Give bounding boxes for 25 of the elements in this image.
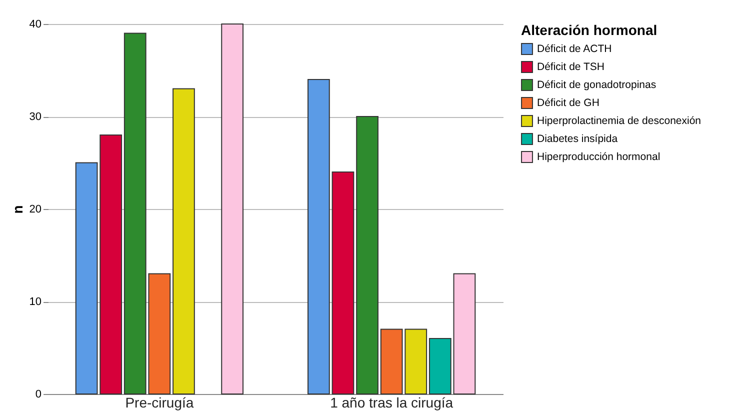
legend-label: Déficit de ACTH bbox=[537, 43, 612, 55]
x-tick-label: 1 año tras la cirugía bbox=[330, 394, 454, 410]
bar bbox=[172, 88, 195, 394]
bar bbox=[332, 172, 354, 394]
y-tick-label: 30 bbox=[29, 111, 42, 123]
legend-label: Déficit de gonadotropinas bbox=[537, 79, 656, 91]
legend-label: Déficit de GH bbox=[537, 97, 600, 109]
bar bbox=[221, 24, 244, 394]
y-axis-title: n bbox=[9, 205, 26, 214]
bar bbox=[75, 162, 98, 394]
bar bbox=[453, 273, 476, 394]
legend-label: Déficit de TSH bbox=[537, 61, 604, 73]
bar bbox=[428, 338, 452, 394]
y-tick-label: 20 bbox=[29, 204, 42, 216]
y-tick-label: 0 bbox=[35, 388, 42, 400]
bar bbox=[356, 116, 378, 394]
legend-label: Hiperprolactinemia de desconexión bbox=[537, 115, 702, 127]
bar bbox=[308, 79, 330, 394]
y-tick-label: 10 bbox=[29, 296, 42, 308]
y-tick-label: 40 bbox=[29, 18, 42, 30]
bar bbox=[100, 134, 122, 394]
x-tick-label: Pre-cirugía bbox=[125, 394, 194, 410]
legend-label: Diabetes insípida bbox=[537, 133, 618, 145]
legend-label: Hiperproducción hormonal bbox=[537, 151, 660, 163]
legend-title: Alteración hormonal bbox=[521, 22, 658, 38]
